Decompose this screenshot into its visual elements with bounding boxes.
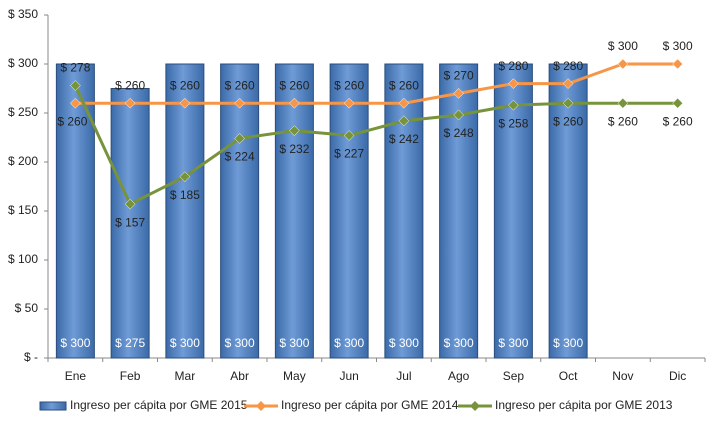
value-label: $ 260	[663, 114, 693, 128]
marker	[672, 97, 683, 109]
value-label: $ 260	[279, 78, 309, 92]
value-label: $ 280	[553, 59, 583, 73]
bar	[329, 63, 369, 359]
value-label: $ 278	[60, 61, 90, 75]
legend-swatch	[470, 401, 480, 411]
x-tick-label: Sep	[503, 369, 525, 383]
x-tick-label: May	[283, 369, 306, 383]
marker	[508, 99, 519, 111]
x-tick-label: Jun	[339, 369, 358, 383]
y-tick-label: $ 100	[8, 252, 38, 266]
value-label: $ 260	[57, 114, 87, 128]
y-tick-label: $ 250	[8, 105, 38, 119]
legend-swatch	[39, 401, 67, 411]
value-label: $ 260	[389, 78, 419, 92]
bar-label: $ 300	[279, 336, 309, 350]
marker	[562, 97, 574, 109]
marker	[453, 88, 464, 99]
value-label: $ 300	[608, 39, 638, 53]
line	[74, 84, 678, 207]
y-tick-label: $ 50	[15, 301, 39, 315]
y-tick-label: $ 150	[8, 203, 38, 217]
value-label: $ 157	[115, 215, 145, 229]
legend-label: Ingreso per cápita por GME 2014	[281, 398, 459, 412]
bar-label: $ 300	[334, 336, 364, 350]
value-label: $ 185	[170, 188, 200, 202]
y-tick-label: $ 200	[8, 154, 38, 168]
marker	[70, 97, 81, 109]
bar-label: $ 300	[444, 336, 474, 350]
bar	[493, 63, 533, 359]
bar-label: $ 300	[553, 336, 583, 350]
marker	[562, 78, 574, 89]
bar-label: $ 300	[225, 336, 255, 350]
value-label: $ 260	[553, 114, 583, 128]
value-label: $ 270	[444, 69, 474, 83]
x-tick-label: Abr	[230, 369, 249, 383]
marker	[124, 97, 136, 109]
marker	[289, 125, 300, 136]
x-tick-label: Nov	[612, 369, 633, 383]
marker	[398, 115, 410, 127]
marker	[617, 97, 629, 109]
x-tick-label: Feb	[120, 369, 141, 383]
value-label: $ 224	[225, 150, 255, 164]
marker	[234, 97, 245, 109]
marker	[234, 133, 245, 144]
x-tick-label: Ene	[65, 369, 87, 383]
bar	[220, 63, 260, 359]
bar	[274, 63, 314, 359]
bar	[384, 63, 424, 359]
marker	[453, 109, 464, 121]
value-label: $ 260	[608, 114, 638, 128]
marker	[124, 198, 136, 210]
value-label: $ 248	[444, 126, 474, 140]
x-tick-label: Dic	[669, 369, 686, 383]
y-tick-label: $ 300	[8, 56, 38, 70]
value-label: $ 242	[389, 132, 419, 146]
value-label: $ 260	[225, 78, 255, 92]
value-label: $ 300	[663, 39, 693, 53]
marker	[343, 130, 355, 141]
x-tick-label: Mar	[175, 369, 196, 383]
marker	[672, 58, 683, 70]
value-label: $ 260	[334, 78, 364, 92]
bar	[439, 63, 479, 359]
marker	[179, 97, 191, 109]
bar-label: $ 300	[170, 336, 200, 350]
x-tick-label: Ago	[448, 369, 470, 383]
x-tick-label: Oct	[559, 369, 578, 383]
value-label: $ 260	[170, 78, 200, 92]
bar	[165, 63, 205, 359]
marker	[508, 78, 519, 89]
legend-label: Ingreso per cápita por GME 2015	[70, 398, 248, 412]
value-label: $ 280	[498, 59, 528, 73]
value-label: $ 260	[115, 78, 145, 92]
x-tick-label: Jul	[396, 369, 411, 383]
marker	[398, 97, 410, 109]
value-label: $ 258	[498, 116, 528, 130]
marker	[617, 58, 629, 70]
value-label: $ 227	[334, 147, 364, 161]
marker	[289, 97, 300, 109]
value-label: $ 232	[279, 142, 309, 156]
bar-label: $ 300	[60, 336, 90, 350]
y-tick-label: $ -	[24, 350, 38, 364]
bar	[110, 88, 150, 359]
line	[75, 62, 678, 105]
y-tick-label: $ 350	[8, 7, 38, 21]
marker	[179, 171, 191, 183]
bar	[548, 63, 588, 359]
bar-label: $ 300	[498, 336, 528, 350]
marker	[343, 97, 355, 109]
bar-label: $ 300	[389, 336, 419, 350]
marker	[70, 80, 81, 91]
legend-label: Ingreso per cápita por GME 2013	[495, 398, 673, 412]
bar-label: $ 275	[115, 336, 145, 350]
legend-swatch	[256, 401, 266, 411]
